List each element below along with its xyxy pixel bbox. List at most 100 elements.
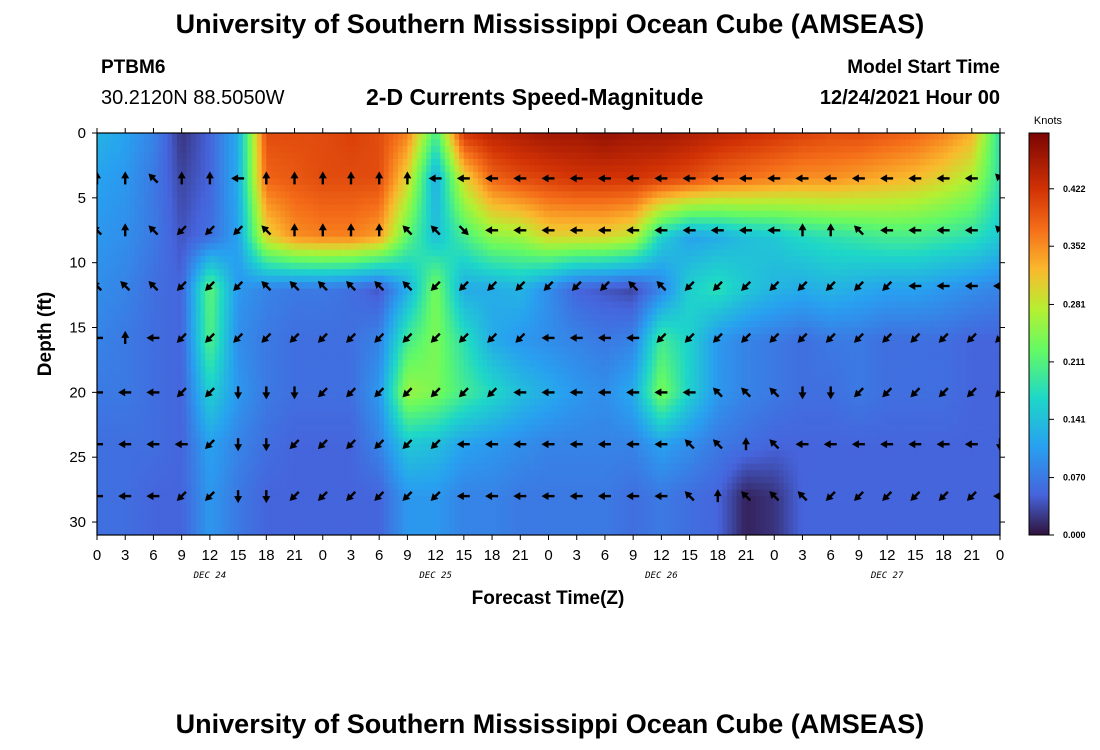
heatmap-cell — [595, 152, 601, 160]
heatmap-cell — [219, 139, 225, 147]
heatmap-cell — [477, 191, 484, 199]
heatmap-cell — [938, 184, 945, 192]
heatmap-cell — [891, 230, 898, 238]
heatmap-cell — [360, 197, 366, 205]
heatmap-cell — [604, 288, 611, 296]
heatmap-cell — [873, 282, 879, 290]
heatmap-cell — [398, 191, 404, 199]
heatmap-cell — [529, 152, 535, 160]
heatmap-cell — [256, 282, 263, 290]
heatmap-cell — [430, 288, 437, 296]
heatmap-cell — [694, 223, 700, 231]
heatmap-cell — [896, 230, 902, 238]
heatmap-cell — [769, 171, 775, 179]
heatmap-cell — [750, 197, 757, 205]
heatmap-cell — [920, 145, 926, 154]
heatmap-cell — [271, 165, 277, 173]
heatmap-cell — [581, 152, 587, 160]
heatmap-cell — [802, 243, 808, 251]
heatmap-cell — [454, 223, 460, 231]
heatmap-cell — [398, 256, 404, 264]
heatmap-cell — [887, 236, 893, 244]
heatmap-cell — [285, 133, 291, 141]
heatmap-cell — [769, 184, 775, 192]
heatmap-cell — [289, 145, 296, 154]
heatmap-cell — [694, 178, 700, 186]
heatmap-cell — [181, 197, 187, 205]
heatmap-cell — [788, 275, 794, 283]
heatmap-cell — [746, 249, 752, 257]
heatmap-cell — [736, 133, 742, 141]
heatmap-cell — [172, 210, 178, 218]
heatmap-cell — [501, 275, 507, 283]
heatmap-cell — [374, 275, 380, 283]
heatmap-cell — [445, 165, 451, 173]
heatmap-cell — [275, 256, 282, 264]
heatmap-cell — [736, 165, 742, 173]
heatmap-cell — [379, 262, 385, 270]
heatmap-cell — [313, 295, 319, 303]
heatmap-cell — [289, 262, 296, 270]
heatmap-cell — [195, 145, 202, 154]
heatmap-cell — [365, 217, 371, 225]
heatmap-cell — [656, 256, 662, 264]
heatmap-cell — [567, 295, 573, 303]
heatmap-cell — [350, 184, 357, 192]
heatmap-cell — [670, 204, 677, 212]
heatmap-cell — [148, 165, 155, 173]
heatmap-cell — [247, 158, 253, 167]
heatmap-cell — [477, 275, 484, 283]
heatmap-cell — [233, 210, 239, 218]
heatmap-cell — [924, 249, 931, 257]
heatmap-cell — [938, 139, 945, 147]
heatmap-cell — [924, 217, 931, 225]
heatmap-cell — [750, 275, 757, 283]
heatmap-cell — [303, 223, 310, 231]
heatmap-cell — [271, 158, 277, 167]
heatmap-cell — [233, 152, 239, 160]
heatmap-cell — [374, 158, 380, 167]
heatmap-cell — [430, 178, 437, 186]
heatmap-cell — [557, 197, 564, 205]
heatmap-cell — [854, 243, 860, 251]
heatmap-cell — [289, 184, 296, 192]
heatmap-cell — [905, 288, 912, 296]
heatmap-cell — [252, 133, 258, 141]
heatmap-cell — [797, 230, 804, 238]
heatmap-cell — [205, 275, 211, 283]
heatmap-cell — [567, 223, 573, 231]
heatmap-cell — [158, 217, 164, 225]
heatmap-cell — [651, 145, 658, 154]
heatmap-cell — [567, 236, 573, 244]
heatmap-cell — [200, 275, 206, 283]
heatmap-cell — [529, 288, 535, 296]
heatmap-cell — [181, 152, 187, 160]
heatmap-cell — [981, 262, 987, 270]
heatmap-cell — [115, 249, 122, 257]
heatmap-cell — [487, 191, 493, 199]
heatmap-cell — [967, 262, 973, 270]
heatmap-cell — [412, 230, 418, 238]
heatmap-cell — [294, 145, 300, 154]
heatmap-cell — [228, 204, 234, 212]
heatmap-cell — [887, 178, 893, 186]
heatmap-cell — [557, 256, 564, 264]
heatmap-cell — [510, 158, 517, 167]
heatmap-cell — [374, 165, 380, 173]
heatmap-cell — [764, 152, 771, 160]
heatmap-cell — [713, 210, 719, 218]
heatmap-cell — [195, 275, 202, 283]
heatmap-cell — [915, 171, 921, 179]
heatmap-cell — [285, 236, 291, 244]
heatmap-cell — [887, 269, 893, 277]
heatmap-cell — [938, 152, 945, 160]
heatmap-cell — [233, 269, 239, 277]
heatmap-cell — [891, 145, 898, 154]
heatmap-cell — [769, 249, 775, 257]
heatmap-cell — [647, 139, 653, 147]
heatmap-cell — [426, 152, 432, 160]
heatmap-cell — [97, 288, 103, 296]
heatmap-cell — [477, 210, 484, 218]
heatmap-cell — [266, 197, 272, 205]
heatmap-cell — [473, 295, 479, 303]
